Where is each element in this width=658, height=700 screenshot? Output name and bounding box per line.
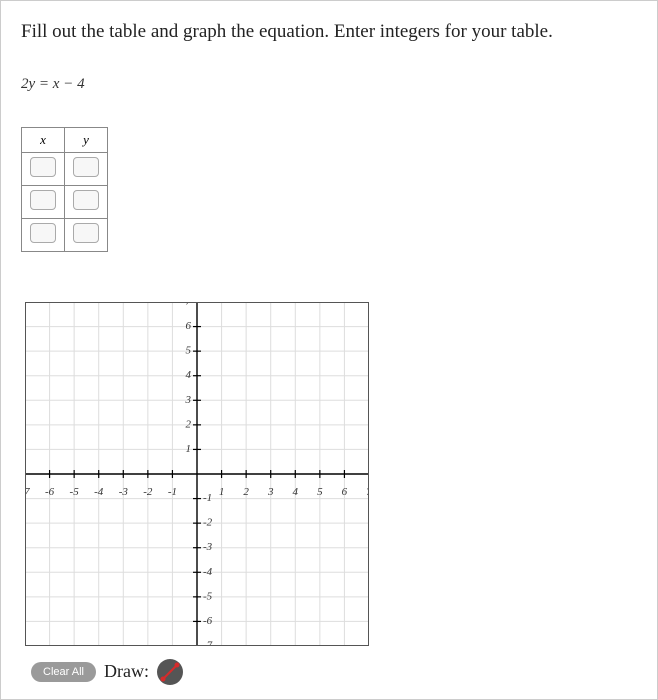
svg-text:4: 4 xyxy=(186,369,192,381)
line-tool-icon xyxy=(159,661,181,683)
clear-all-button[interactable]: Clear All xyxy=(31,662,96,682)
x-input[interactable] xyxy=(30,190,56,210)
svg-text:2: 2 xyxy=(243,486,249,498)
svg-text:6: 6 xyxy=(186,320,192,332)
svg-text:-4: -4 xyxy=(94,486,104,498)
svg-text:-6: -6 xyxy=(45,486,55,498)
svg-text:5: 5 xyxy=(317,486,323,498)
svg-text:3: 3 xyxy=(185,393,192,405)
svg-text:-2: -2 xyxy=(143,486,153,498)
svg-text:-1: -1 xyxy=(168,486,177,498)
x-cell xyxy=(22,185,65,218)
y-input[interactable] xyxy=(73,157,99,177)
svg-text:-3: -3 xyxy=(119,486,129,498)
svg-text:5: 5 xyxy=(186,344,192,356)
svg-text:6: 6 xyxy=(342,486,348,498)
x-input[interactable] xyxy=(30,223,56,243)
svg-text:1: 1 xyxy=(219,486,225,498)
svg-text:3: 3 xyxy=(267,486,274,498)
svg-text:-3: -3 xyxy=(203,541,213,553)
y-cell xyxy=(65,218,108,251)
equation-text: 2y = x − 4 xyxy=(21,76,637,93)
table-row xyxy=(22,218,108,251)
svg-text:-5: -5 xyxy=(203,590,213,602)
svg-text:-1: -1 xyxy=(203,492,212,504)
worksheet-page: Fill out the table and graph the equatio… xyxy=(0,0,658,700)
xy-table: x y xyxy=(21,127,108,252)
col-header-x: x xyxy=(22,127,65,152)
draw-toolbar: Clear All Draw: xyxy=(31,659,637,685)
table-row xyxy=(22,185,108,218)
x-cell xyxy=(22,152,65,185)
svg-text:4: 4 xyxy=(293,486,299,498)
svg-text:-5: -5 xyxy=(70,486,80,498)
y-cell xyxy=(65,185,108,218)
svg-text:2: 2 xyxy=(186,418,192,430)
line-tool-button[interactable] xyxy=(157,659,183,685)
cartesian-grid[interactable]: -7-6-5-4-3-2-11234567-7-6-5-4-3-2-112345… xyxy=(25,302,369,646)
svg-text:-6: -6 xyxy=(203,615,213,627)
table-row xyxy=(22,152,108,185)
svg-text:1: 1 xyxy=(186,443,192,455)
col-header-y: y xyxy=(65,127,108,152)
x-input[interactable] xyxy=(30,157,56,177)
svg-text:-4: -4 xyxy=(203,565,213,577)
y-cell xyxy=(65,152,108,185)
svg-text:-2: -2 xyxy=(203,516,213,528)
graph-area[interactable]: -7-6-5-4-3-2-11234567-7-6-5-4-3-2-112345… xyxy=(25,302,637,651)
y-input[interactable] xyxy=(73,223,99,243)
instruction-text: Fill out the table and graph the equatio… xyxy=(21,19,637,46)
x-cell xyxy=(22,218,65,251)
y-input[interactable] xyxy=(73,190,99,210)
draw-label: Draw: xyxy=(104,661,149,682)
